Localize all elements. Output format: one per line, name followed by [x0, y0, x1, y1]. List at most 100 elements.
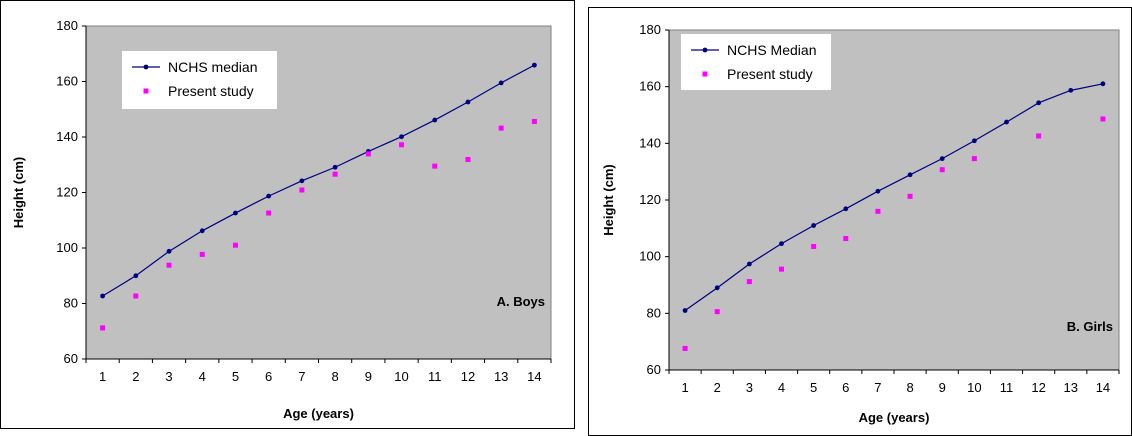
data-point — [133, 294, 138, 299]
data-point — [100, 294, 105, 299]
data-point — [167, 263, 172, 268]
data-point — [499, 126, 504, 131]
data-point — [499, 80, 504, 85]
data-point — [266, 211, 271, 216]
x-tick-label: 12 — [461, 369, 475, 384]
x-axis-title: Age (years) — [283, 406, 354, 421]
y-tick-label: 120 — [56, 185, 78, 200]
legend-marker-swatch — [703, 72, 708, 77]
data-point — [1036, 133, 1041, 138]
data-point — [1100, 116, 1105, 121]
y-tick-label: 100 — [639, 249, 661, 264]
legend: NCHS Median Present study — [681, 34, 831, 90]
chart-panel-boys: 60 80 100 120 140 160 180 1 2 3 4 5 6 7 8 9 10 11 12 13 14 Ag… — [0, 0, 575, 429]
data-point — [233, 211, 238, 216]
data-point — [432, 118, 437, 123]
x-tick-label: 3 — [746, 380, 753, 395]
x-tick-label: 14 — [1096, 380, 1110, 395]
data-point — [466, 100, 471, 105]
x-tick-label: 10 — [967, 380, 981, 395]
legend-marker-swatch — [703, 48, 708, 53]
x-axis-title: Age (years) — [859, 410, 930, 425]
y-tick-label: 60 — [647, 362, 661, 377]
legend-label: Present study — [168, 83, 254, 99]
data-point — [747, 262, 752, 267]
y-tick-label: 140 — [639, 135, 661, 150]
x-tick-label: 12 — [1031, 380, 1045, 395]
x-tick-label: 3 — [165, 369, 172, 384]
data-point — [843, 206, 848, 211]
x-tick-label: 13 — [494, 369, 508, 384]
data-point — [266, 194, 271, 199]
x-tick-label: 8 — [906, 380, 913, 395]
data-point — [843, 236, 848, 241]
legend-label: NCHS median — [168, 59, 257, 75]
y-tick-label: 140 — [56, 129, 78, 144]
y-tick-label: 180 — [56, 18, 78, 33]
data-point — [100, 325, 105, 330]
x-tick-label: 5 — [810, 380, 817, 395]
x-tick-label: 6 — [265, 369, 272, 384]
x-tick-label: 7 — [874, 380, 881, 395]
data-point — [299, 188, 304, 193]
x-tick-label: 14 — [527, 369, 541, 384]
data-point — [876, 189, 881, 194]
data-point — [1101, 81, 1106, 86]
x-tick-label: 11 — [1000, 380, 1014, 395]
data-point — [1068, 88, 1073, 93]
data-point — [333, 172, 338, 177]
data-point — [532, 63, 537, 68]
x-tick-label: 4 — [778, 380, 785, 395]
x-tick-label: 4 — [199, 369, 206, 384]
data-point — [715, 309, 720, 314]
data-point — [200, 252, 205, 257]
data-point — [683, 308, 688, 313]
legend: NCHS median Present study — [122, 51, 277, 109]
data-point — [875, 209, 880, 214]
data-point — [683, 346, 688, 351]
x-tick-label: 2 — [714, 380, 721, 395]
data-point — [432, 164, 437, 169]
data-point — [811, 223, 816, 228]
x-tick-label: 1 — [681, 380, 688, 395]
y-tick-label: 80 — [647, 305, 661, 320]
x-tick-label: 10 — [394, 369, 408, 384]
y-tick-label: 120 — [639, 192, 661, 207]
data-point — [779, 241, 784, 246]
data-point — [908, 172, 913, 177]
y-tick-label: 80 — [64, 296, 78, 311]
data-point — [940, 156, 945, 161]
x-tick-label: 9 — [365, 369, 372, 384]
x-tick-label: 6 — [842, 380, 849, 395]
legend-marker-swatch — [144, 89, 149, 94]
panel-label: B. Girls — [1067, 319, 1113, 334]
data-point — [1004, 120, 1009, 125]
data-point — [133, 273, 138, 278]
data-point — [715, 285, 720, 290]
data-point — [908, 194, 913, 199]
data-point — [811, 244, 816, 249]
data-point — [299, 178, 304, 183]
data-point — [399, 134, 404, 139]
data-point — [1036, 100, 1041, 105]
data-point — [940, 167, 945, 172]
y-tick-label: 100 — [56, 240, 78, 255]
x-tick-label: 5 — [232, 369, 239, 384]
data-point — [200, 228, 205, 233]
y-tick-label: 60 — [64, 351, 78, 366]
data-point — [779, 267, 784, 272]
y-axis-title: Height (cm) — [11, 157, 26, 229]
data-point — [972, 156, 977, 161]
y-axis-title: Height (cm) — [601, 164, 616, 236]
data-point — [366, 151, 371, 156]
data-point — [399, 142, 404, 147]
legend-marker-swatch — [144, 65, 149, 70]
x-tick-label: 13 — [1064, 380, 1078, 395]
data-point — [333, 165, 338, 170]
data-point — [233, 243, 238, 248]
data-point — [167, 249, 172, 254]
girls-height-chart: 60801001201401601801 2 3 4 5 6 7 8 9 10 11 12 13 14Ag… — [589, 8, 1132, 430]
chart-panel-girls: 60 80 100 120 140 160 180 1 2 3 4 5 6 7 8 9 10 11 12 13 14 Ag… — [588, 7, 1132, 436]
x-tick-label: 2 — [132, 369, 139, 384]
